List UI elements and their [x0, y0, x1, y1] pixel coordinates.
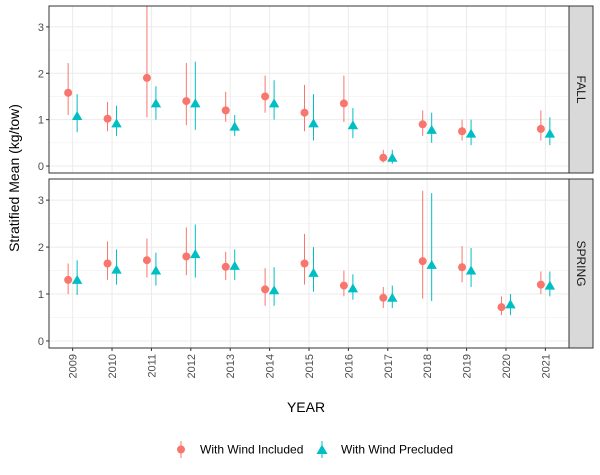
point-precluded: [387, 292, 398, 302]
x-tick-label: 2015: [304, 354, 316, 378]
x-tick-label: 2013: [225, 354, 237, 378]
point-included: [182, 252, 191, 261]
legend-included-label: With Wind Included: [200, 443, 303, 457]
point-precluded: [150, 98, 162, 108]
point-included: [103, 259, 112, 268]
point-included: [300, 259, 309, 268]
x-tick-label: 2011: [146, 354, 158, 378]
point-included: [536, 280, 545, 289]
point-precluded: [229, 121, 240, 131]
point-included: [261, 285, 270, 294]
point-precluded: [229, 260, 240, 270]
point-included: [182, 97, 191, 106]
x-tick-label: 2010: [107, 354, 119, 378]
facet-strip: [568, 5, 594, 174]
y-tick-label: 3: [38, 195, 44, 207]
x-tick-label: 2016: [343, 354, 355, 378]
point-included: [142, 73, 151, 82]
legend-item-precluded: With Wind Precluded: [316, 441, 453, 458]
point-included: [418, 257, 427, 266]
point-included: [418, 120, 427, 129]
facet-strip: [568, 178, 594, 349]
point-included: [221, 262, 230, 271]
point-included: [64, 88, 73, 97]
y-tick-label: 1: [38, 289, 44, 301]
point-included: [458, 263, 467, 272]
point-precluded: [465, 265, 477, 275]
y-tick-label: 2: [38, 68, 44, 80]
y-tick-label: 2: [38, 242, 44, 254]
legend-precluded-marker: [316, 444, 328, 454]
point-included: [64, 275, 73, 284]
legend-included-marker: [177, 445, 185, 454]
point-precluded: [111, 118, 122, 128]
panel-fall: FALL 0 1 2 3: [38, 5, 594, 174]
point-included: [379, 293, 388, 302]
y-tick-label: 0: [38, 161, 44, 173]
point-precluded: [111, 264, 122, 274]
panel-spring: SPRING 0 1 2 3: [38, 178, 594, 349]
point-precluded: [268, 98, 280, 108]
facet-strip-label: FALL: [574, 75, 588, 103]
point-precluded: [387, 152, 398, 162]
point-included: [142, 256, 151, 265]
point-included: [497, 303, 506, 312]
point-included: [536, 124, 545, 133]
y-tick-label: 1: [38, 115, 44, 127]
y-axis-title: Stratified Mean (kg/tow): [6, 104, 22, 252]
x-tick-label: 2021: [540, 354, 552, 378]
point-included: [261, 92, 270, 101]
point-included: [379, 153, 388, 162]
legend-item-included: With Wind Included: [177, 441, 303, 458]
x-tick-label: 2017: [383, 354, 395, 378]
panels-layer: FALL 0 1 2 3 SPRING 0 1 2 3 2009 2010 2011 2012 2013 20…: [38, 5, 594, 378]
x-tick-label: 2018: [422, 354, 434, 378]
point-precluded: [268, 285, 280, 295]
point-precluded: [426, 124, 437, 134]
point-included: [339, 281, 348, 290]
y-tick-label: 3: [38, 22, 44, 34]
x-tick-label: 2009: [68, 354, 80, 378]
point-precluded: [544, 280, 556, 290]
point-precluded: [308, 118, 319, 128]
point-included: [300, 108, 309, 117]
x-tick-label: 2020: [501, 354, 513, 378]
point-precluded: [71, 274, 83, 284]
point-included: [458, 127, 467, 136]
point-included: [221, 106, 230, 115]
x-tick-label: 2012: [186, 354, 198, 378]
legend: With Wind Included With Wind Precluded: [177, 441, 453, 458]
point-precluded: [190, 98, 201, 108]
point-included: [339, 99, 348, 108]
point-precluded: [505, 299, 516, 309]
point-precluded: [465, 128, 477, 138]
x-tick-label: 2019: [462, 354, 474, 378]
x-tick-label: 2014: [265, 354, 277, 378]
point-included: [103, 114, 112, 123]
point-precluded: [150, 265, 162, 275]
point-precluded: [308, 267, 319, 277]
facet-strip-label: SPRING: [574, 240, 588, 286]
point-precluded: [347, 120, 359, 130]
point-precluded: [71, 110, 83, 120]
point-precluded: [190, 249, 201, 259]
y-tick-label: 0: [38, 336, 44, 348]
point-precluded: [426, 259, 437, 269]
legend-precluded-label: With Wind Precluded: [341, 443, 453, 457]
x-axis-title: YEAR: [287, 399, 325, 415]
point-precluded: [544, 128, 556, 138]
point-precluded: [347, 283, 359, 293]
